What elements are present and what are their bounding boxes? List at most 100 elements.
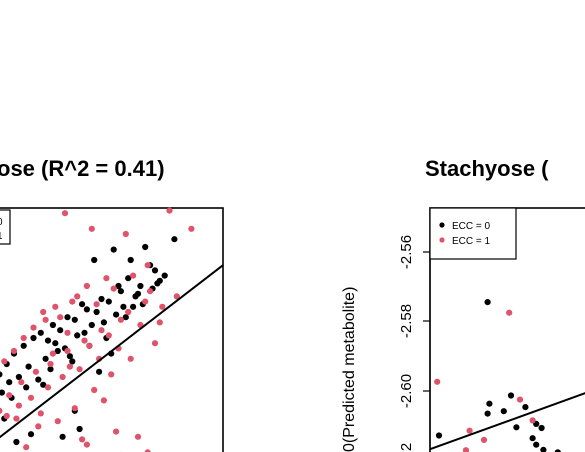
left-point-series1-62 xyxy=(23,444,30,451)
right-point-series0-8 xyxy=(529,435,536,442)
left-point-series0-59 xyxy=(122,314,129,321)
right-point-series0-9 xyxy=(533,441,540,448)
left-point-series1-48 xyxy=(3,412,10,420)
right-plot-area xyxy=(429,299,585,452)
right-plot-frame xyxy=(429,207,585,452)
right-y-axis: -2.56 -2.58 -2.60 2 xyxy=(398,235,431,452)
left-point-series0-35 xyxy=(42,355,49,362)
left-point-series0-30 xyxy=(130,303,137,310)
left-point-series1-59 xyxy=(13,415,20,422)
left-point-series0-55 xyxy=(59,433,66,440)
right-point-series0-4 xyxy=(500,408,507,415)
left-point-series1-46 xyxy=(27,394,35,401)
left-point-series1-58 xyxy=(35,423,42,430)
left-point-series1-34 xyxy=(66,363,73,370)
left-point-series1-19 xyxy=(110,285,117,292)
left-point-series1-38 xyxy=(142,298,149,305)
left-point-series0-12 xyxy=(64,314,71,321)
right-y-tick-label-0: -2.56 xyxy=(398,235,415,269)
left-point-series1-17 xyxy=(74,293,81,300)
left-point-series0-52 xyxy=(35,376,42,383)
left-point-series0-19 xyxy=(0,371,3,378)
right-scatter-panel: Stachyose ( 0(Predicted metabolite) -2.5… xyxy=(341,156,585,452)
right-y-axis-label: 0(Predicted metabolite) xyxy=(341,287,358,452)
left-point-series0-24 xyxy=(83,306,90,313)
left-point-series1-68 xyxy=(134,433,142,440)
left-point-series1-4 xyxy=(144,262,151,269)
left-point-series1-54 xyxy=(127,355,134,362)
left-point-series0-40 xyxy=(52,340,59,347)
left-point-series0-5 xyxy=(171,236,178,243)
left-point-series0-25 xyxy=(105,298,112,305)
left-point-series1-25 xyxy=(98,327,105,334)
right-y-tick-label-2: -2.60 xyxy=(398,374,415,408)
right-legend-marker-1 xyxy=(439,237,445,243)
left-point-series1-12 xyxy=(10,347,18,355)
left-point-series1-5 xyxy=(103,275,110,282)
right-y-tick-label-3: 2 xyxy=(398,443,415,451)
left-point-series1-52 xyxy=(91,386,98,394)
left-point-series1-13 xyxy=(1,358,8,365)
left-point-series0-15 xyxy=(30,334,37,342)
left-legend-box xyxy=(0,209,11,245)
left-point-series0-0 xyxy=(91,256,98,264)
left-point-series1-33 xyxy=(49,350,57,357)
left-point-series0-26 xyxy=(117,288,124,295)
left-legend-entry-1: 1 xyxy=(0,231,3,242)
left-point-series1-15 xyxy=(40,308,47,316)
right-point-series1-1 xyxy=(466,427,473,434)
right-legend: ECC = 0 ECC = 1 xyxy=(429,207,517,260)
right-point-series1-4 xyxy=(516,396,524,403)
left-point-series1-66 xyxy=(83,441,90,448)
left-point-series1-26 xyxy=(81,337,88,344)
right-point-series1-2 xyxy=(480,436,488,443)
left-point-series1-18 xyxy=(93,301,100,308)
left-point-series0-61 xyxy=(154,280,161,287)
left-point-series1-16 xyxy=(57,314,64,321)
left-point-series0-44 xyxy=(120,303,127,310)
left-point-series0-38 xyxy=(6,379,13,386)
left-point-series1-36 xyxy=(105,332,112,339)
right-point-series0-1 xyxy=(484,299,491,306)
left-point-series1-43 xyxy=(76,366,83,373)
right-point-series1-3 xyxy=(506,309,513,316)
left-point-series0-3 xyxy=(127,256,134,264)
left-point-series1-39 xyxy=(156,319,163,326)
left-point-series0-53 xyxy=(23,384,30,391)
left-point-series1-55 xyxy=(151,340,159,347)
left-point-series0-43 xyxy=(100,319,107,326)
left-point-series0-66 xyxy=(13,438,20,446)
left-point-series1-1 xyxy=(166,207,173,214)
left-point-series0-27 xyxy=(125,275,132,282)
left-point-series1-32 xyxy=(0,407,3,414)
left-point-series0-16 xyxy=(20,342,27,349)
right-legend-marker-0 xyxy=(439,222,445,228)
left-fit-line xyxy=(0,264,224,439)
left-point-series1-7 xyxy=(69,298,76,305)
left-point-series1-29 xyxy=(32,368,40,375)
right-point-series0-5 xyxy=(513,424,520,431)
left-point-series0-62 xyxy=(27,431,35,438)
left-point-series0-45 xyxy=(132,293,139,300)
left-chart-title: ose (R^2 = 0.41) xyxy=(0,156,165,181)
left-point-series0-47 xyxy=(161,272,168,279)
right-point-series0-13 xyxy=(538,424,545,432)
left-point-series0-14 xyxy=(37,329,44,336)
left-point-series0-23 xyxy=(71,316,78,323)
left-point-series1-27 xyxy=(64,347,71,355)
left-point-series1-20 xyxy=(130,272,137,279)
left-point-series1-45 xyxy=(44,384,52,391)
left-point-series1-24 xyxy=(117,316,124,323)
right-point-series1-5 xyxy=(529,417,536,424)
left-point-series0-4 xyxy=(151,267,159,274)
left-point-series0-36 xyxy=(25,363,32,370)
left-point-series1-0 xyxy=(61,210,69,217)
left-point-series0-22 xyxy=(57,327,64,334)
left-point-series1-2 xyxy=(88,225,95,232)
left-point-series1-21 xyxy=(147,288,154,295)
left-point-series1-22 xyxy=(159,303,166,310)
left-point-series0-56 xyxy=(76,425,83,433)
left-point-series1-50 xyxy=(54,418,61,425)
left-point-series0-31 xyxy=(113,311,120,318)
left-point-series0-51 xyxy=(47,366,54,373)
